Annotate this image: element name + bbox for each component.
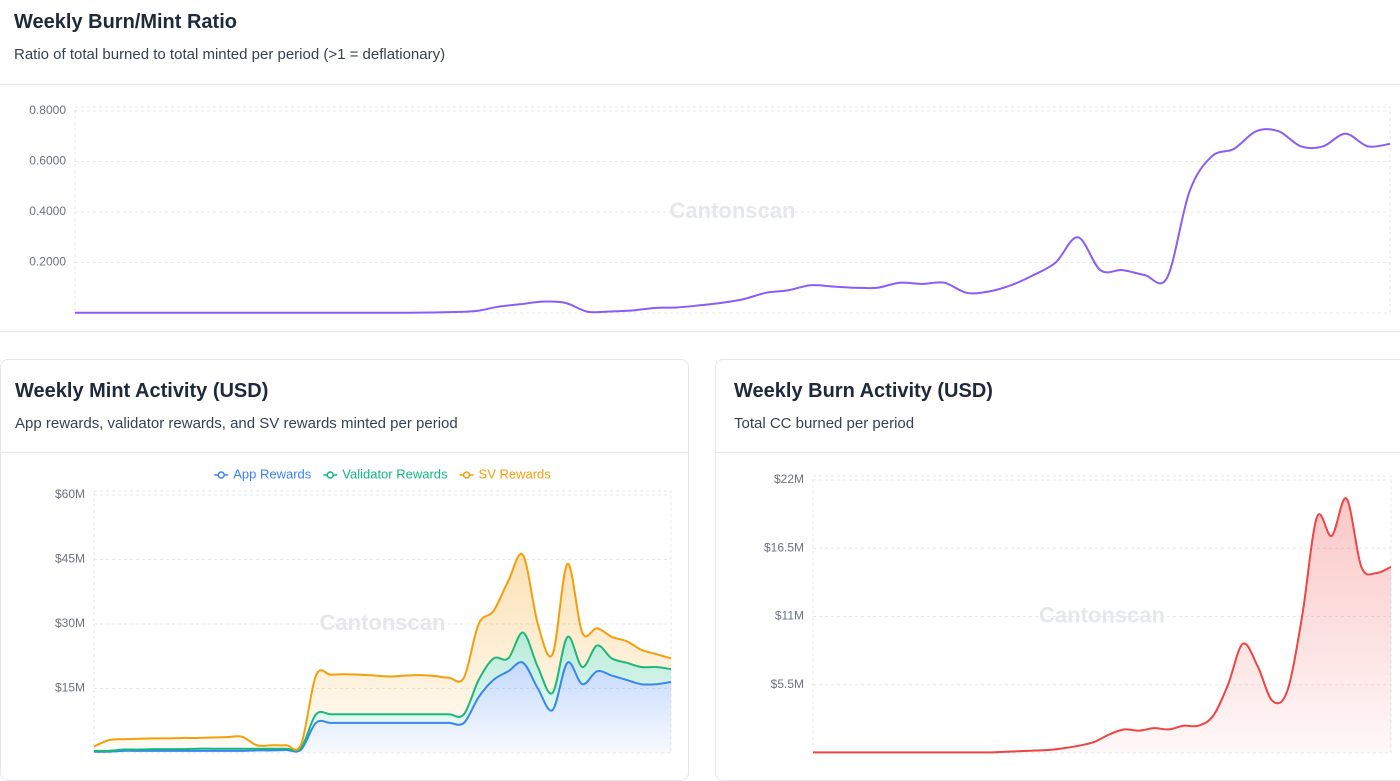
y-tick-label: 0.4000 bbox=[29, 204, 66, 218]
legend-item: Validator Rewards bbox=[323, 466, 448, 481]
legend-label: Validator Rewards bbox=[342, 466, 448, 481]
line bbox=[93, 552, 672, 751]
divider bbox=[0, 84, 1400, 85]
mint-card: Weekly Mint Activity (USD) App rewards, … bbox=[0, 359, 689, 781]
watermark: Cantonscan bbox=[320, 610, 446, 635]
divider bbox=[716, 452, 1400, 453]
y-tick-label: $5.5M bbox=[771, 677, 804, 691]
area bbox=[813, 498, 1391, 753]
legend-label: SV Rewards bbox=[479, 466, 552, 481]
divider bbox=[1, 452, 688, 453]
legend-item: SV Rewards bbox=[459, 466, 552, 481]
chart: Cantonscan $5.5M $11M $16.5M $22M bbox=[764, 472, 1392, 754]
y-tick-label: $15M bbox=[55, 681, 85, 695]
chart: Cantonscan 0.2000 0.4000 0.6000 0.8000 bbox=[29, 103, 1391, 314]
area bbox=[94, 632, 671, 752]
plot-frame bbox=[93, 490, 672, 754]
y-tick-label: $16.5M bbox=[764, 540, 804, 554]
legend-label: App Rewards bbox=[233, 466, 312, 481]
card-title: Weekly Burn Activity (USD) bbox=[734, 380, 993, 402]
watermark: Cantonscan bbox=[670, 198, 796, 223]
burn-card: Weekly Burn Activity (USD) Total CC burn… bbox=[715, 359, 1400, 781]
y-tick-label: $22M bbox=[774, 472, 804, 486]
legend-marker bbox=[217, 471, 225, 479]
panel-title: Weekly Burn/Mint Ratio bbox=[14, 11, 237, 33]
card-subtitle: App rewards, validator rewards, and SV r… bbox=[15, 415, 458, 432]
area bbox=[94, 662, 671, 753]
y-tick-label: $60M bbox=[55, 487, 85, 501]
card-title: Weekly Mint Activity (USD) bbox=[15, 380, 269, 402]
area bbox=[94, 553, 671, 751]
chart: Cantonscan $15M $30M $45M $60M App Rewards Val… bbox=[55, 466, 672, 754]
y-tick-label: 0.2000 bbox=[29, 255, 66, 269]
y-tick-label: 0.6000 bbox=[29, 154, 66, 168]
panel-subtitle: Ratio of total burned to total minted pe… bbox=[14, 46, 446, 63]
watermark: Cantonscan bbox=[1039, 602, 1165, 627]
ratio-panel: Weekly Burn/Mint Ratio Ratio of total bu… bbox=[0, 0, 1400, 332]
legend-marker bbox=[326, 471, 335, 479]
card-subtitle: Total CC burned per period bbox=[734, 415, 915, 432]
y-tick-label: 0.8000 bbox=[29, 103, 66, 117]
y-tick-label: $30M bbox=[55, 616, 85, 630]
line bbox=[75, 128, 1391, 314]
y-tick-label: $11M bbox=[775, 609, 804, 623]
plot-frame bbox=[74, 106, 1391, 314]
legend-marker bbox=[462, 471, 471, 479]
y-tick-label: $45M bbox=[55, 552, 85, 566]
line bbox=[813, 497, 1392, 754]
legend-item: App Rewards bbox=[214, 466, 312, 481]
